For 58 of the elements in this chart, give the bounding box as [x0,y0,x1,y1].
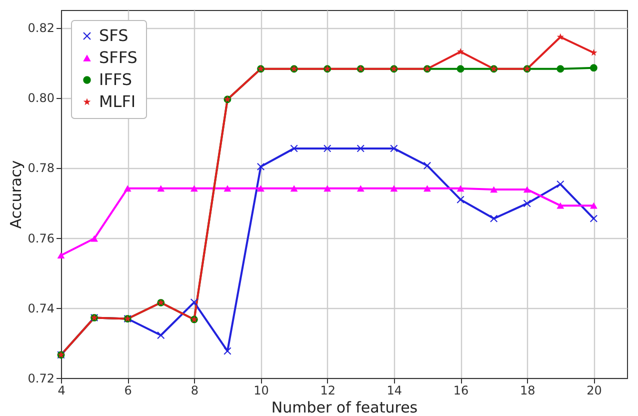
point [190,298,198,306]
point [424,185,431,192]
point [257,185,264,192]
point [590,64,598,72]
point [556,33,564,40]
point [590,202,598,209]
x-tick-label: 14 [386,384,402,398]
point [556,65,564,73]
point [124,185,132,192]
y-tick-label: 0.74 [28,301,54,316]
y-tick-label: 0.82 [28,21,54,36]
point [523,186,531,193]
point [456,65,464,73]
y-tick-label: 0.76 [28,231,54,246]
x-tick-label: 12 [320,384,336,398]
point [157,332,165,339]
x-tick-label: 6 [124,384,132,398]
point [356,185,364,192]
point [57,252,65,259]
point [523,200,531,208]
legend-label: SFS [99,26,128,45]
point [290,144,298,152]
y-tick-label: 0.78 [28,161,54,176]
point [190,185,198,192]
y-axis-title: Accuracy [6,160,25,229]
point [590,49,598,56]
point [590,214,598,222]
point [424,162,431,170]
x-tick-label: 10 [254,384,269,398]
point [157,185,165,192]
point [456,196,464,204]
point [90,235,98,242]
point [490,186,498,193]
y-tick-label: 0.72 [28,372,54,386]
point [224,347,232,355]
x-tick-label: 8 [190,384,198,398]
point [556,180,564,188]
point [290,185,298,192]
legend-label: IFFS [99,70,132,89]
point [456,185,464,192]
x-tick-label: 4 [58,384,66,398]
legend-label: MLFI [99,92,136,111]
point [324,144,332,152]
legend-label: SFFS [99,48,138,67]
point [457,48,464,55]
point [224,185,232,192]
point [324,185,332,192]
point [356,144,364,152]
x-tick-label: 18 [520,384,536,398]
point [257,162,264,170]
y-tick-label: 0.80 [28,91,54,106]
point [390,144,398,152]
point [390,185,398,192]
point [556,202,564,209]
point [490,214,498,222]
x-tick-label: 16 [453,384,469,398]
x-tick-label: 20 [586,384,602,398]
x-axis-title: Number of features [271,398,418,416]
